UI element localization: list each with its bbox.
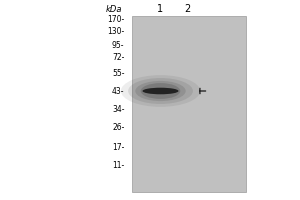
Text: 34-: 34- xyxy=(112,105,124,114)
Text: kDa: kDa xyxy=(106,4,122,14)
Ellipse shape xyxy=(128,78,193,104)
Text: 17-: 17- xyxy=(112,142,124,152)
Text: 2: 2 xyxy=(184,4,190,14)
Text: 130-: 130- xyxy=(107,26,124,36)
Ellipse shape xyxy=(121,75,200,107)
Text: 55-: 55- xyxy=(112,68,124,77)
Text: 1: 1 xyxy=(158,4,164,14)
Text: 170-: 170- xyxy=(107,15,124,23)
Text: 43-: 43- xyxy=(112,87,124,96)
Ellipse shape xyxy=(142,88,178,94)
Text: 72-: 72- xyxy=(112,53,124,62)
Ellipse shape xyxy=(135,81,186,101)
Bar xyxy=(132,16,246,192)
Ellipse shape xyxy=(141,83,180,99)
Text: 26-: 26- xyxy=(112,122,124,132)
Text: 11-: 11- xyxy=(112,160,124,169)
Text: 95-: 95- xyxy=(112,40,124,49)
